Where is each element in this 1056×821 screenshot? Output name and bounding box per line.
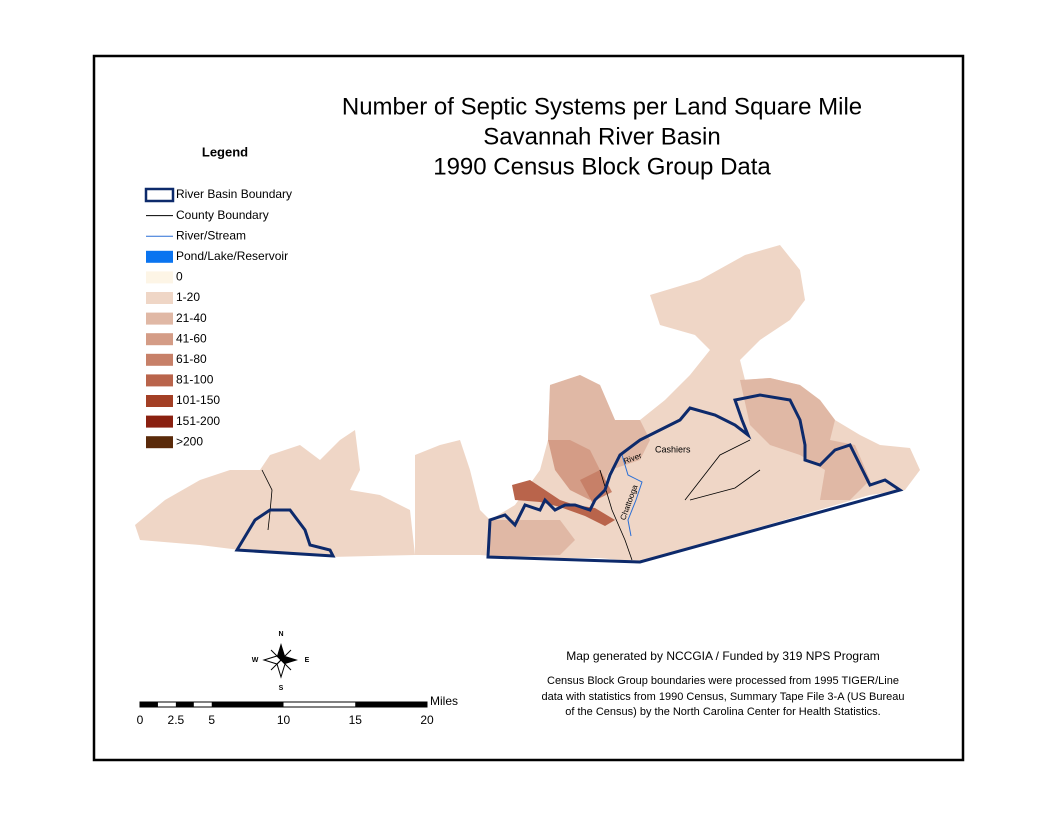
legend-label: County Boundary bbox=[176, 208, 269, 222]
legend-label: >200 bbox=[176, 434, 203, 448]
frame bbox=[92, 54, 965, 762]
region bbox=[415, 440, 490, 555]
credit-body: data with statistics from 1990 Census, S… bbox=[542, 691, 905, 703]
legend-symbol bbox=[146, 415, 173, 428]
scale-label: 20 bbox=[420, 713, 434, 727]
region bbox=[135, 430, 415, 557]
county-boundary bbox=[261, 469, 273, 531]
scale-segment bbox=[211, 702, 284, 707]
compass-w: W bbox=[252, 657, 259, 664]
county-boundary bbox=[689, 469, 761, 501]
scale-bar: 0 2.5 5 10 15 20 Miles bbox=[137, 694, 458, 727]
legend-symbol bbox=[146, 436, 173, 449]
basin-boundary bbox=[234, 508, 336, 558]
compass-point bbox=[281, 656, 298, 664]
scale-unit: Miles bbox=[430, 694, 458, 708]
scale-segment bbox=[355, 702, 427, 707]
county-boundary bbox=[684, 439, 751, 501]
legend-label: 0 bbox=[176, 270, 183, 284]
legend-symbol bbox=[146, 353, 173, 366]
compass-s: S bbox=[279, 685, 284, 692]
scale-label: 15 bbox=[349, 713, 363, 727]
scale-label: 2.5 bbox=[168, 713, 185, 727]
scale-label: 10 bbox=[277, 713, 291, 727]
legend-label: 101-150 bbox=[176, 393, 220, 407]
scale-label: 0 bbox=[137, 713, 144, 727]
scale-segment bbox=[175, 702, 194, 707]
region bbox=[580, 470, 612, 502]
compass: N S E W bbox=[252, 631, 310, 692]
legend-label: 21-40 bbox=[176, 311, 207, 325]
legend-symbol bbox=[146, 374, 173, 387]
legend-label: Pond/Lake/Reservoir bbox=[176, 249, 288, 263]
legend-label: 151-200 bbox=[176, 414, 220, 428]
scale-label: 5 bbox=[208, 713, 215, 727]
credit-body: Census Block Group boundaries were proce… bbox=[547, 675, 899, 687]
region bbox=[512, 480, 615, 526]
legend-label: 61-80 bbox=[176, 352, 207, 366]
river bbox=[621, 454, 643, 537]
region bbox=[490, 520, 575, 557]
compass-line bbox=[270, 649, 292, 671]
legend-symbol bbox=[146, 292, 173, 304]
basin-boundary bbox=[486, 393, 904, 564]
legend-symbol bbox=[146, 271, 173, 284]
compass-n: N bbox=[278, 631, 283, 638]
compass-point bbox=[277, 643, 285, 660]
legend-symbol bbox=[146, 250, 173, 263]
title-line: 1990 Census Block Group Data bbox=[433, 153, 771, 180]
legend-label: 81-100 bbox=[176, 373, 214, 387]
legend-symbol bbox=[146, 312, 173, 325]
region bbox=[548, 375, 650, 490]
title-line: Number of Septic Systems per Land Square… bbox=[342, 93, 862, 120]
legend-title: Legend bbox=[202, 144, 248, 159]
map: Cashiers River Chattooga bbox=[135, 245, 920, 564]
legend-label: River Basin Boundary bbox=[176, 187, 292, 201]
legend: River Basin Boundary County Boundary River… bbox=[144, 187, 292, 449]
compass-e: E bbox=[305, 657, 310, 664]
legend-label: 41-60 bbox=[176, 331, 207, 345]
legend-symbol bbox=[144, 187, 175, 203]
legend-symbol bbox=[146, 333, 173, 346]
scale-segment bbox=[140, 702, 158, 707]
credit-line: Map generated by NCCGIA / Funded by 319 … bbox=[566, 649, 880, 663]
credit-body: of the Census) by the North Carolina Cen… bbox=[565, 706, 880, 718]
title-line: Savannah River Basin bbox=[483, 123, 720, 150]
legend-label: 1-20 bbox=[176, 290, 200, 304]
legend-symbol bbox=[146, 395, 173, 407]
town-label: Cashiers bbox=[655, 444, 691, 454]
legend-label: River/Stream bbox=[176, 228, 246, 242]
